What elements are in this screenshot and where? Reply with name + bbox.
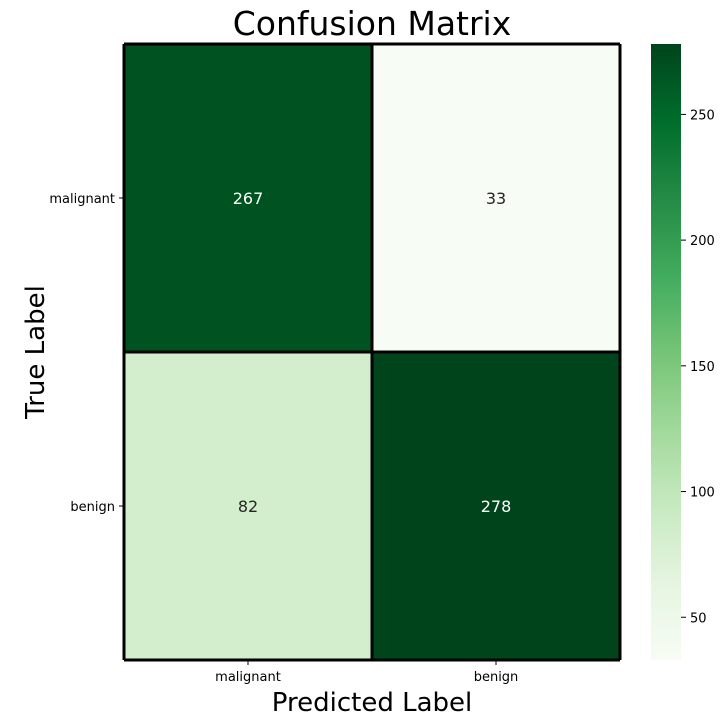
x-tick-label: malignant	[215, 670, 281, 685]
y-axis-label: True Label	[21, 285, 51, 420]
cell-annotation: 267	[233, 189, 264, 208]
cell-annotation: 33	[486, 189, 506, 208]
cell-annotations: 267 33 82 278	[233, 189, 512, 516]
x-tick-label: benign	[474, 670, 519, 685]
colorbar	[651, 44, 681, 660]
colorbar-tick-label: 200	[690, 234, 715, 249]
colorbar-tick-label: 250	[690, 108, 715, 123]
colorbar-tick-label: 50	[690, 611, 707, 626]
cell-annotation: 278	[481, 497, 512, 516]
heatmap-cell	[124, 352, 372, 660]
heatmap-cell	[372, 44, 620, 352]
colorbar-ticks: 50 100 150 200 250	[681, 108, 715, 626]
colorbar-tick-label: 100	[690, 486, 715, 501]
heatmap-cells	[124, 44, 620, 660]
x-axis-ticks: malignant benign	[215, 660, 518, 685]
cell-borders	[122, 42, 622, 662]
chart-title: Confusion Matrix	[233, 4, 512, 43]
y-tick-label: malignant	[49, 192, 115, 207]
cell-annotation: 82	[238, 497, 258, 516]
x-axis-label: Predicted Label	[272, 688, 472, 718]
heatmap-cell	[372, 352, 620, 660]
colorbar-tick-label: 150	[690, 360, 715, 375]
y-tick-label: benign	[70, 500, 115, 515]
heatmap-cell	[124, 44, 372, 352]
y-axis-ticks: malignant benign	[49, 192, 124, 515]
